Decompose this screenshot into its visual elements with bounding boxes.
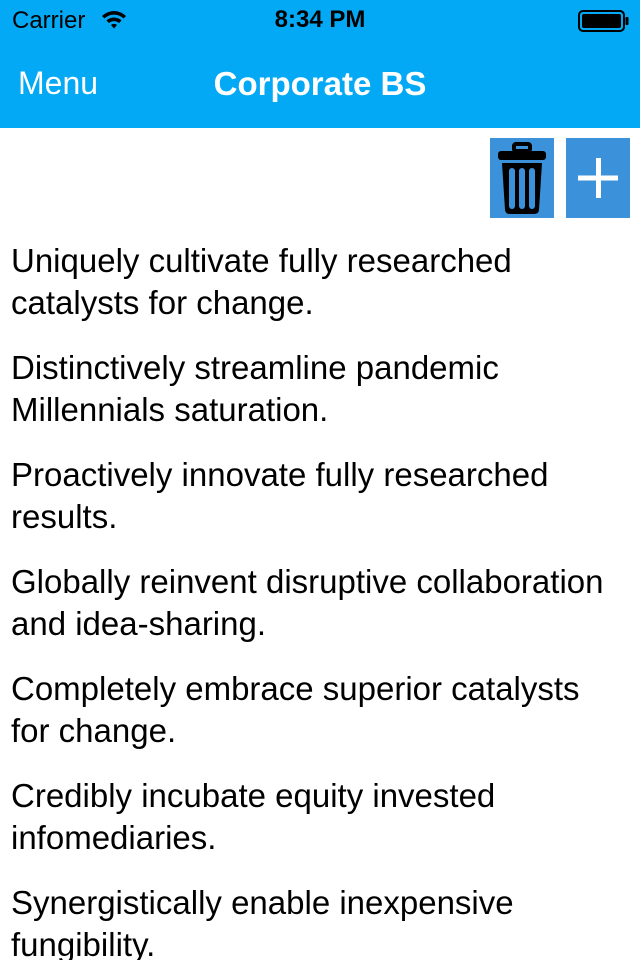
delete-button[interactable] (490, 138, 554, 218)
battery-icon (578, 10, 630, 32)
carrier-label: Carrier (12, 7, 86, 34)
phrase-list: Uniquely cultivate fully researched cata… (0, 240, 640, 960)
navigation-bar: Menu Corporate BS (0, 40, 640, 128)
list-item[interactable]: Globally reinvent disruptive collaborati… (11, 563, 604, 642)
wifi-icon (100, 8, 128, 32)
status-bar: Carrier 8:34 PM (0, 0, 640, 40)
list-item[interactable]: Uniquely cultivate fully researched cata… (11, 242, 512, 321)
list-item[interactable]: Completely embrace superior catalysts fo… (11, 670, 580, 749)
list-item[interactable]: Synergistically enable inexpensive fungi… (11, 884, 514, 960)
list-item[interactable]: Credibly incubate equity invested infome… (11, 777, 496, 856)
status-time: 8:34 PM (274, 6, 366, 33)
page-title: Corporate BS (213, 65, 427, 102)
list-item[interactable]: Proactively innovate fully researched re… (11, 456, 549, 535)
add-button[interactable] (566, 138, 630, 218)
list-item[interactable]: Distinctively streamline pandemic Millen… (11, 349, 499, 428)
app-header: Carrier 8:34 PM Menu Corporate BS (0, 0, 640, 128)
menu-button[interactable]: Menu (18, 65, 99, 101)
